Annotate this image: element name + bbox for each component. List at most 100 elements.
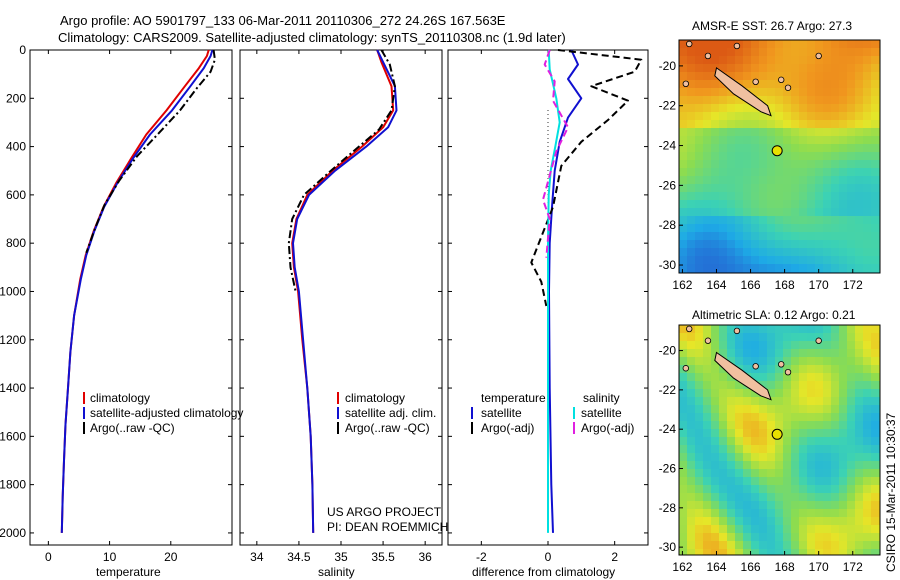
sla-map-cell: [687, 365, 695, 373]
sst-map-cell: [767, 144, 775, 152]
sla-map-cell: [831, 413, 839, 421]
sst-map-cell: [687, 192, 695, 200]
sst-map-cell: [727, 176, 735, 184]
sst-map-cell: [807, 56, 815, 64]
sst-map-cell: [855, 96, 863, 104]
sst-map-cell: [735, 56, 743, 64]
sst-map-cell: [871, 208, 879, 216]
sst-map-cell: [775, 192, 783, 200]
sla-map-cell: [847, 549, 855, 555]
sst-map-cell: [743, 264, 751, 272]
sst-map-cell: [695, 48, 703, 56]
sst-map-cell: [815, 64, 823, 72]
sla-map-cell: [687, 525, 695, 533]
sst-field: [679, 40, 880, 273]
sla-map-cell: [703, 549, 711, 555]
sla-map-cell: [719, 501, 727, 509]
difference-legend-temperature-title: temperature: [481, 391, 546, 405]
sst-map-cell: [735, 168, 743, 176]
sla-map-cell: [751, 525, 759, 533]
sla-map-cell: [719, 525, 727, 533]
sst-map-cell: [831, 72, 839, 80]
sst-map-cell: [831, 64, 839, 72]
sla-map-cell: [839, 341, 847, 349]
sla-map-cell: [711, 485, 719, 493]
sst-map-cell: [823, 104, 831, 112]
sla-map-cell: [751, 469, 759, 477]
sla-map-cell: [863, 437, 871, 445]
sst-map-cell: [719, 152, 727, 160]
sla-map-cell: [799, 421, 807, 429]
sst-map-cell: [871, 216, 879, 224]
sst-map-cell: [743, 168, 751, 176]
sst-map-cell: [735, 192, 743, 200]
sst-map-cell: [775, 152, 783, 160]
sla-map-cell: [687, 413, 695, 421]
sla-map-cell: [695, 437, 703, 445]
sla-map-cell: [847, 493, 855, 501]
sst-map-cell: [823, 208, 831, 216]
sla-map-cell: [799, 333, 807, 341]
sst-map-cell: [799, 208, 807, 216]
sla-map-cell: [703, 413, 711, 421]
sst-map-cell: [839, 112, 847, 120]
sla-map-cell: [855, 349, 863, 357]
sla-map-cell: [783, 421, 791, 429]
sla-map-cell: [695, 549, 703, 555]
sst-map-cell: [775, 256, 783, 264]
depth-tick-label: 1800: [0, 478, 26, 492]
sst-map-cell: [687, 160, 695, 168]
sst-map-cell: [767, 216, 775, 224]
sst-map-cell: [791, 120, 799, 128]
sla-map-cell: [831, 349, 839, 357]
sst-map-cell: [863, 184, 871, 192]
sla-map-cell: [727, 461, 735, 469]
sst-map-cell: [695, 224, 703, 232]
sst-map-cell: [871, 168, 879, 176]
depth-tick-label: 2000: [0, 526, 26, 540]
sst-map-cell: [799, 120, 807, 128]
sla-map-cell: [775, 349, 783, 357]
sst-map-cell: [775, 112, 783, 120]
sst-map-cell: [703, 48, 711, 56]
sst-map-cell: [703, 264, 711, 272]
sst-map-cell: [807, 176, 815, 184]
sst-map-cell: [775, 176, 783, 184]
sst-map-cell: [807, 208, 815, 216]
sst-map-cell: [679, 224, 687, 232]
sla-map-cell: [727, 429, 735, 437]
sst-map-cell: [799, 96, 807, 104]
sst-map-cell: [727, 200, 735, 208]
sla-map-cell: [799, 389, 807, 397]
sla-map-cell: [695, 533, 703, 541]
sla-map-cell: [743, 533, 751, 541]
sla-map-cell: [687, 517, 695, 525]
sla-map-cell: [775, 533, 783, 541]
sla-map-cell: [703, 357, 711, 365]
sst-map-cell: [711, 104, 719, 112]
sla-map-cell: [759, 429, 767, 437]
sla-map-cell: [791, 533, 799, 541]
sla-map-cell: [687, 501, 695, 509]
sla-map-cell: [695, 501, 703, 509]
sst-map-cell: [791, 240, 799, 248]
sst-map-cell: [719, 176, 727, 184]
sla-xtick-label: 168: [775, 560, 795, 574]
sst-map-cell: [871, 144, 879, 152]
sla-map-cell: [703, 525, 711, 533]
sst-map-cell: [775, 48, 783, 56]
small-island: [686, 325, 693, 333]
sla-map-cell: [775, 517, 783, 525]
sla-map-cell: [839, 509, 847, 517]
sla-map-cell: [863, 349, 871, 357]
sla-map-cell: [687, 381, 695, 389]
sst-map-cell: [815, 200, 823, 208]
sla-map-cell: [839, 373, 847, 381]
sla-map-cell: [711, 509, 719, 517]
sla-map-cell: [687, 453, 695, 461]
sla-map-cell: [703, 405, 711, 413]
sst-map-cell: [695, 232, 703, 240]
sla-map-cell: [831, 405, 839, 413]
sla-map-cell: [791, 325, 799, 333]
sla-map-cell: [679, 349, 687, 357]
